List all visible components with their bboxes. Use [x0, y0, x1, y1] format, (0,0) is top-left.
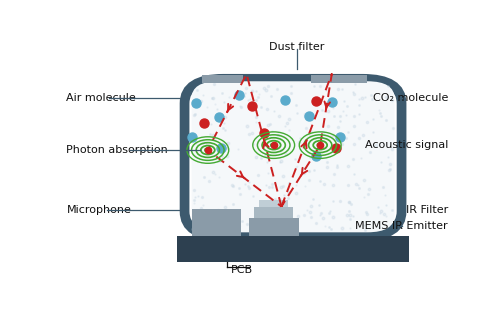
Bar: [177, 236, 410, 262]
Bar: [310, 75, 366, 83]
Text: CO₂ molecule: CO₂ molecule: [372, 93, 448, 103]
Text: Air molecule: Air molecule: [66, 93, 136, 103]
Text: Acoustic signal: Acoustic signal: [364, 140, 448, 150]
FancyBboxPatch shape: [192, 81, 394, 232]
Bar: [254, 206, 293, 218]
Bar: [202, 75, 242, 83]
Text: PCB: PCB: [231, 265, 253, 275]
Text: MEMS IR Emitter: MEMS IR Emitter: [356, 221, 448, 231]
Bar: [259, 200, 288, 206]
Bar: [192, 209, 241, 236]
Text: Dust filter: Dust filter: [269, 42, 324, 52]
Text: IR Filter: IR Filter: [406, 205, 448, 215]
FancyBboxPatch shape: [184, 79, 402, 236]
Text: Microphone: Microphone: [66, 205, 131, 215]
Bar: [248, 218, 299, 236]
Text: Photon absorption: Photon absorption: [66, 145, 168, 155]
